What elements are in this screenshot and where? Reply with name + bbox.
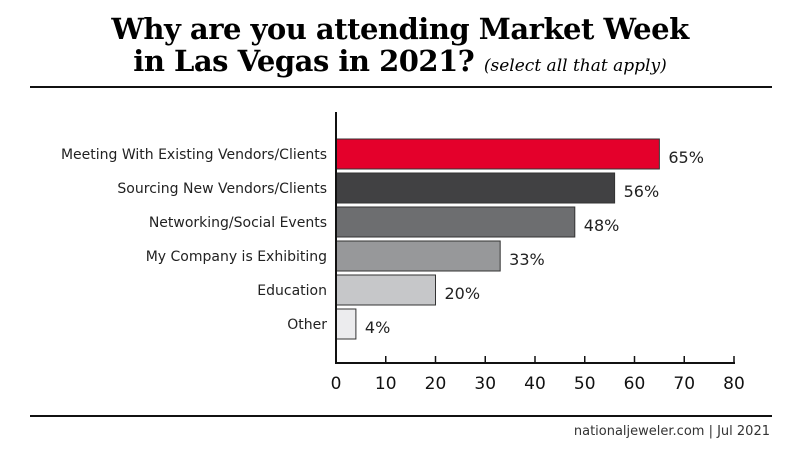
chart-title-line2: in Las Vegas in 2021? (select all that a… bbox=[0, 44, 800, 78]
data-label: 20% bbox=[445, 284, 481, 303]
x-tick-label: 30 bbox=[474, 374, 496, 394]
x-tick-label: 50 bbox=[574, 374, 596, 394]
bar bbox=[335, 240, 501, 272]
x-tick-label: 0 bbox=[331, 374, 342, 394]
data-label: 48% bbox=[584, 216, 620, 235]
bar bbox=[335, 206, 576, 238]
data-label: 56% bbox=[624, 182, 660, 201]
x-tick-label: 20 bbox=[425, 374, 447, 394]
x-tick-label: 60 bbox=[624, 374, 646, 394]
x-tick-label: 70 bbox=[673, 374, 695, 394]
bar bbox=[335, 172, 616, 204]
x-tick-label: 40 bbox=[524, 374, 546, 394]
bar bbox=[335, 308, 357, 340]
x-tick-label: 80 bbox=[723, 374, 745, 394]
category-label: Sourcing New Vendors/Clients bbox=[117, 181, 327, 197]
data-label: 33% bbox=[509, 250, 545, 269]
data-label: 4% bbox=[365, 318, 390, 337]
chart-title-text: in Las Vegas in 2021? bbox=[133, 44, 475, 78]
category-label: Other bbox=[287, 317, 327, 333]
source-credit: nationaljeweler.com | Jul 2021 bbox=[573, 424, 770, 439]
bottom-divider bbox=[30, 415, 772, 417]
bar bbox=[335, 138, 660, 170]
category-label: Education bbox=[257, 283, 327, 299]
category-label: My Company is Exhibiting bbox=[146, 249, 327, 265]
chart-title-note: (select all that apply) bbox=[483, 56, 667, 76]
top-divider bbox=[30, 86, 772, 88]
x-tick-label: 10 bbox=[375, 374, 397, 394]
data-label: 65% bbox=[668, 148, 704, 167]
bar bbox=[335, 274, 436, 306]
category-label: Networking/Social Events bbox=[149, 215, 327, 231]
category-label: Meeting With Existing Vendors/Clients bbox=[61, 147, 327, 163]
chart-title-line1: Why are you attending Market Week bbox=[111, 12, 689, 46]
